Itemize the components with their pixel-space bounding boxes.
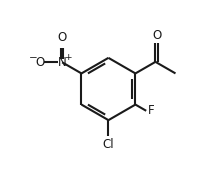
Text: N: N	[58, 56, 67, 69]
Text: O: O	[35, 56, 45, 69]
Text: −: −	[28, 53, 37, 63]
Text: O: O	[152, 29, 161, 42]
Text: F: F	[148, 104, 155, 117]
Text: Cl: Cl	[103, 138, 114, 151]
Text: O: O	[58, 31, 67, 44]
Text: +: +	[64, 53, 72, 62]
